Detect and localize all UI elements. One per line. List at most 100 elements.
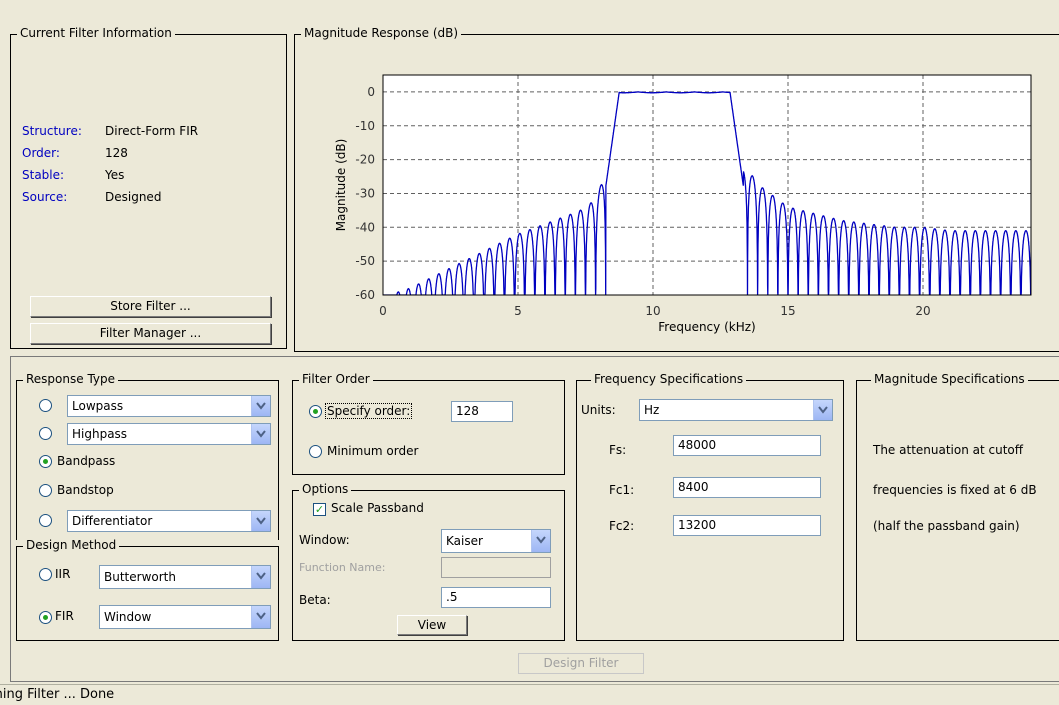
beta-label: Beta: [299,593,331,607]
magnitude-response-panel: Magnitude Response (dB) 0 5 10 15 20 0 -10 -20 -… [294,26,1059,352]
chevron-down-icon [251,424,270,444]
filter-info-label: Source: [22,190,68,204]
chart-x-axis-label: Frequency (kHz) [658,320,755,334]
iir-method-value: Butterworth [104,570,176,584]
chevron-down-icon [251,566,270,588]
scale-passband-label: Scale Passband [331,501,424,515]
minimum-order-radio[interactable] [309,445,322,458]
differentiator-radio[interactable] [39,514,52,527]
highpass-label: Highpass [72,427,128,441]
bandstop-label: Bandstop [57,483,114,497]
chart-grid [383,75,1031,295]
differentiator-label: Differentiator [72,514,153,528]
chevron-down-icon [251,511,270,531]
chart-y-axis-label: Magnitude (dB) [334,139,348,232]
units-dropdown[interactable]: Hz [639,399,833,421]
y-tick-label: -40 [355,220,375,234]
series-line [383,91,1031,295]
window-label: Window: [299,533,350,547]
chart-frame [382,74,1032,296]
bandstop-radio[interactable] [39,484,52,497]
window-value: Kaiser [446,534,483,548]
fs-input[interactable]: 48000 [673,435,821,456]
differentiator-dropdown[interactable]: Differentiator [67,510,271,532]
filter-manager-button[interactable]: Filter Manager ... [30,323,271,344]
scale-passband-checkbox[interactable]: ✓ [313,503,326,516]
fc2-input[interactable]: 13200 [673,515,821,536]
window-dropdown[interactable]: Kaiser [441,529,551,553]
chart-series [383,91,1031,295]
magnitude-specs-text: The attenuation at cutoff frequencies is… [857,381,1059,640]
plot-background [383,75,1031,295]
x-tick-label: 15 [780,304,795,318]
y-tick-label: -20 [355,153,375,167]
bandpass-label: Bandpass [57,454,116,468]
chevron-down-icon [813,400,832,420]
minimum-order-label: Minimum order [327,444,419,458]
fir-method-dropdown[interactable]: Window [99,605,271,629]
design-filter-button[interactable]: Design Filter [518,653,644,674]
magnitude-response-title: Magnitude Response (dB) [301,26,462,40]
frequency-specs-panel: Frequency Specifications Units: Hz Fs: 4… [576,372,844,641]
design-method-panel: Design Method IIR Butterworth FIR Window [16,538,279,641]
magnitude-specs-panel: Magnitude Specifications The attenuation… [856,372,1059,641]
filter-info-value: Direct-Form FIR [105,124,199,138]
magnitude-specs-line-1: The attenuation at cutoff [873,443,1024,457]
x-tick-label: 0 [379,304,387,318]
order-input[interactable]: 128 [451,401,513,422]
y-tick-label: -10 [355,119,375,133]
beta-input[interactable]: .5 [441,587,551,608]
y-tick-label: -50 [355,254,375,268]
fs-label: Fs: [609,443,627,457]
iir-label: IIR [55,567,71,581]
chevron-down-icon [531,530,550,552]
fir-method-value: Window [104,610,152,624]
status-text-clip: Designing Filter ... Done [0,684,300,704]
x-tick-label: 5 [514,304,522,318]
filter-info-value: 128 [105,146,128,160]
units-value: Hz [644,403,660,417]
highpass-dropdown[interactable]: Highpass [67,423,271,445]
lowpass-radio[interactable] [39,399,52,412]
fir-radio[interactable] [39,611,52,624]
filter-order-title: Filter Order [299,372,373,386]
filter-info-label: Structure: [22,124,82,138]
store-filter-button[interactable]: Store Filter ... [30,296,271,317]
filter-info-label: Order: [22,146,60,160]
filter-info-value: Yes [105,168,125,182]
current-filter-title: Current Filter Information [17,26,175,40]
chevron-down-icon [251,396,270,416]
function-name-label: Function Name: [299,561,386,574]
chevron-down-icon [251,606,270,628]
design-panel [10,356,1059,682]
frequency-specs-title: Frequency Specifications [591,372,747,386]
status-text: Designing Filter ... Done [0,687,115,702]
y-tick-label: -60 [355,288,375,302]
y-tick-label: -30 [355,186,375,200]
status-bar [0,684,1059,705]
y-tick-label: 0 [367,85,375,99]
units-label: Units: [581,403,616,417]
design-method-title: Design Method [23,538,120,552]
highpass-radio[interactable] [39,427,52,440]
view-button[interactable]: View [397,615,467,635]
fc2-label: Fc2: [609,519,635,533]
lowpass-label: Lowpass [72,399,124,413]
lowpass-dropdown[interactable]: Lowpass [67,395,271,417]
current-filter-panel: Current Filter Information Structure: Dir… [10,26,287,349]
magnitude-specs-line-2: frequencies is fixed at 6 dB [873,483,1037,497]
iir-method-dropdown[interactable]: Butterworth [99,565,271,589]
response-type-title: Response Type [23,372,119,386]
fc1-input[interactable]: 8400 [673,477,821,498]
chart-ticks: 0 5 10 15 20 0 -10 -20 -30 -40 -50 -60 [355,85,930,318]
magnitude-specs-line-3: (half the passband gain) [873,519,1020,533]
bandpass-radio[interactable] [39,455,52,468]
options-title: Options [299,482,352,496]
magnitude-chart: 0 5 10 15 20 0 -10 -20 -30 -40 -50 -60 Frequency (k… [334,74,1032,334]
iir-radio[interactable] [39,568,52,581]
x-tick-label: 10 [645,304,660,318]
specify-order-radio[interactable] [309,405,322,418]
specify-order-label: Specify order: [325,403,413,419]
filter-order-panel: Filter Order Specify order: 128 Minimum … [292,372,565,475]
response-type-panel: Response Type Lowpass Highpass Bandpass … [16,372,279,540]
